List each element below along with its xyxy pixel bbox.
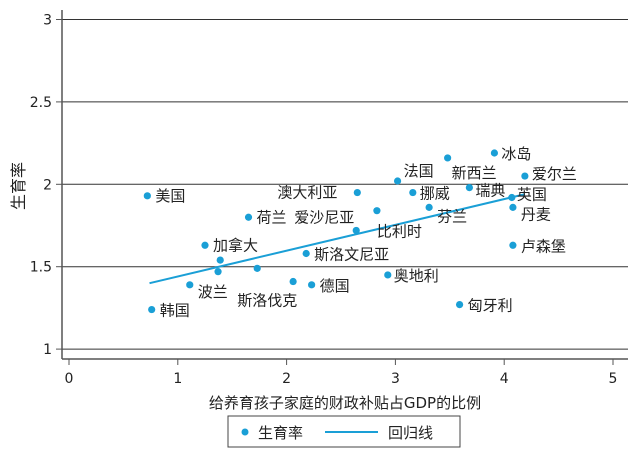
point-label: 法国 — [404, 162, 434, 180]
y-axis-label: 生育率 — [9, 162, 28, 210]
legend-entry-points: 生育率 — [258, 424, 303, 442]
point-label: 卢森堡 — [521, 237, 566, 255]
data-point — [521, 172, 529, 180]
point-label: 挪威 — [420, 185, 450, 203]
data-point — [302, 249, 310, 258]
data-point — [509, 241, 517, 249]
point-label: 比利时 — [377, 223, 422, 241]
data-point — [465, 183, 473, 192]
data-point — [186, 281, 194, 289]
x-tick-label: 4 — [500, 371, 509, 387]
point-label: 美国 — [155, 187, 185, 205]
point-label: 加拿大 — [213, 236, 258, 254]
point-label: 英国 — [517, 185, 547, 203]
x-tick-label: 5 — [609, 371, 618, 387]
y-tick-label: 2.5 — [30, 95, 52, 111]
data-point — [143, 192, 151, 200]
legend-point-marker — [241, 428, 249, 436]
data-point — [455, 301, 464, 309]
point-label: 丹麦 — [521, 205, 551, 223]
gridlines — [62, 19, 628, 350]
y-tick-label: 1 — [43, 342, 52, 358]
point-label: 德国 — [320, 277, 350, 295]
x-tick-label: 1 — [173, 371, 182, 387]
data-point — [508, 193, 516, 202]
legend: 生育率 回归线 — [227, 415, 461, 448]
data-point — [148, 305, 156, 314]
data-point — [393, 177, 402, 185]
data-point — [216, 256, 224, 264]
point-label: 斯洛文尼亚 — [314, 246, 389, 264]
data-point — [444, 154, 452, 162]
data-point — [384, 271, 392, 279]
x-tick-label: 2 — [282, 371, 291, 387]
data-point — [352, 226, 360, 235]
data-point — [253, 264, 261, 272]
point-label: 爱尔兰 — [532, 165, 577, 183]
data-point — [244, 213, 253, 221]
point-label: 冰岛 — [501, 145, 531, 163]
data-point — [373, 207, 381, 215]
point-label: 新西兰 — [452, 164, 497, 182]
x-axis-label: 给养育孩子家庭的财政补贴占GDP的比例 — [209, 394, 481, 412]
y-ticks: 1 1.5 2 2.5 3 — [30, 13, 62, 358]
point-label: 芬兰 — [437, 207, 467, 225]
point-label: 瑞典 — [475, 182, 505, 200]
regression-line — [149, 193, 526, 285]
data-point — [425, 203, 433, 211]
data-point — [509, 203, 517, 211]
legend-entry-line: 回归线 — [388, 424, 433, 442]
x-tick-label: 3 — [391, 371, 400, 387]
point-label: 澳大利亚 — [277, 184, 337, 202]
point-label: 奥地利 — [394, 267, 439, 285]
data-point — [490, 149, 499, 157]
data-point — [409, 188, 417, 197]
y-tick-label: 2 — [43, 177, 52, 193]
regression-line-group — [149, 193, 526, 285]
x-ticks: 0 1 2 3 4 5 — [65, 359, 618, 387]
point-label: 荷兰 — [257, 208, 287, 226]
data-point — [308, 281, 316, 289]
y-tick-label: 1.5 — [30, 260, 52, 276]
y-tick-label: 3 — [43, 13, 52, 29]
data-point — [353, 188, 361, 197]
point-label: 波兰 — [198, 283, 228, 301]
data-point — [289, 277, 297, 286]
x-tick-label: 0 — [65, 371, 74, 387]
point-label: 爱沙尼亚 — [294, 208, 354, 226]
point-label: 斯洛伐克 — [237, 291, 297, 309]
point-label: 韩国 — [160, 302, 190, 320]
data-point — [214, 268, 222, 276]
point-label: 匈牙利 — [468, 297, 513, 315]
data-point — [201, 241, 209, 249]
